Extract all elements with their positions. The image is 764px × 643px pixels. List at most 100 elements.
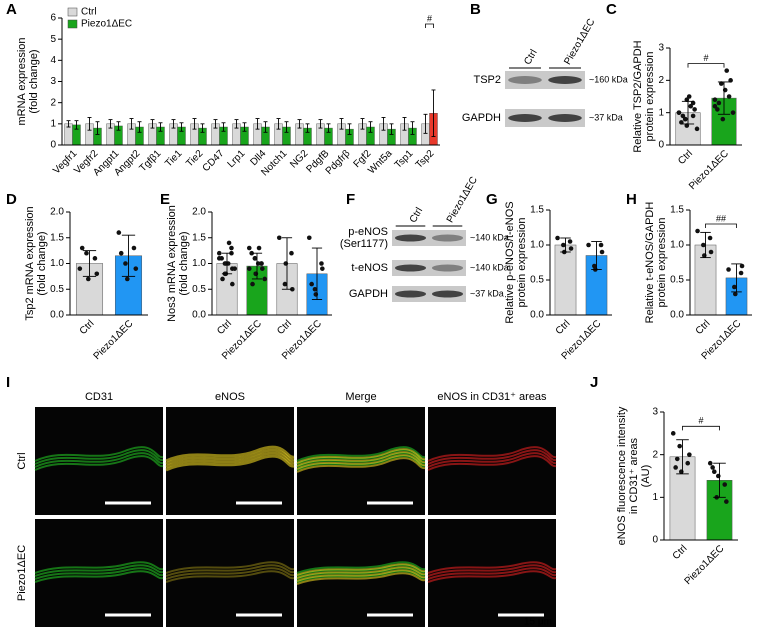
- y-axis-label: Tsp2 mRNA expression: [24, 206, 36, 320]
- signal: [165, 445, 295, 463]
- data-point: [216, 256, 222, 261]
- x-tick-label: Tsp2: [414, 148, 437, 171]
- data-point: [724, 68, 730, 73]
- panel-letter: I: [6, 374, 10, 391]
- data-point: [232, 266, 238, 271]
- data-point: [592, 263, 597, 269]
- y-axis-label: Nos3 mRNA expression: [166, 205, 178, 322]
- error-bar: [297, 119, 302, 129]
- blot-band: [548, 76, 582, 84]
- signal: [34, 455, 164, 471]
- bar: [554, 244, 577, 316]
- signal: [296, 561, 426, 574]
- y-axis-label: (fold change): [36, 231, 48, 295]
- signal: [427, 449, 557, 465]
- data-point: [567, 239, 573, 244]
- error-bar: [717, 81, 731, 115]
- data-point: [320, 266, 325, 271]
- data-point: [216, 250, 222, 256]
- data-point: [712, 103, 718, 109]
- y-axis-label: mRNA expression: [16, 37, 28, 125]
- data-point: [688, 103, 694, 109]
- x-tick-label: Lrp1: [226, 148, 248, 170]
- signal: [296, 446, 426, 462]
- y-tick-label: 1: [652, 492, 658, 503]
- data-point: [79, 245, 85, 251]
- error-bar: [560, 237, 571, 253]
- error-bar: [318, 119, 323, 129]
- error-bar: [66, 120, 71, 128]
- x-tick-label: Ctrl: [275, 318, 294, 337]
- error-bar: [347, 123, 352, 135]
- error-bar: [368, 121, 373, 133]
- x-tick-label: Tgfβ1: [137, 148, 163, 174]
- data-point: [726, 267, 731, 272]
- error-bar: [234, 119, 239, 129]
- significance-label: #: [698, 416, 703, 426]
- significance-label: #: [703, 53, 708, 63]
- error-bar: [87, 117, 92, 131]
- error-bar: [108, 119, 113, 129]
- blot-band: [394, 264, 427, 272]
- data-point: [707, 460, 713, 466]
- y-axis-label: in CD31⁺ areas: [628, 437, 640, 514]
- error-bar: [423, 113, 428, 134]
- y-tick-label: 1.5: [192, 232, 206, 243]
- data-point: [738, 270, 744, 276]
- y-tick-label: 2: [50, 97, 56, 108]
- row-label: Ctrl: [16, 452, 28, 469]
- y-tick-label: 2.0: [192, 207, 206, 218]
- y-axis-label: protein expression: [516, 218, 528, 308]
- blot-band: [431, 234, 464, 242]
- data-point: [732, 284, 737, 290]
- error-bar: [700, 231, 711, 259]
- data-point: [246, 245, 252, 251]
- y-tick-label: 2: [652, 449, 658, 460]
- row-label: p-eNOS: [348, 226, 388, 238]
- y-axis-label: Relative p-eNOS/t-eNOS: [504, 201, 516, 323]
- blot-membrane: [392, 286, 466, 302]
- y-tick-label: 0.5: [50, 284, 64, 295]
- data-point: [289, 250, 294, 256]
- signal: [34, 446, 164, 462]
- panel-letter: F: [346, 191, 355, 208]
- error-bar: [221, 252, 233, 275]
- signal: [165, 448, 295, 466]
- y-tick-label: 1: [50, 118, 56, 129]
- x-tick-label: Ctrl: [554, 318, 573, 337]
- blot-band: [431, 290, 464, 298]
- signal: [427, 570, 557, 583]
- x-tick-label: Ctrl: [676, 148, 695, 167]
- error-bar: [591, 241, 602, 270]
- y-tick-label: 1.0: [192, 258, 206, 269]
- data-point: [690, 100, 696, 106]
- legend-swatch: [67, 7, 78, 17]
- error-bar: [676, 439, 689, 475]
- row-label: (Ser1177): [340, 238, 388, 250]
- blot-membrane: [392, 230, 466, 246]
- error-bar: [251, 252, 263, 280]
- signal: [427, 452, 557, 468]
- signal: [34, 452, 164, 468]
- data-point: [692, 107, 697, 112]
- error-bar: [221, 122, 226, 132]
- data-point: [259, 261, 264, 266]
- y-tick-label: 5: [50, 34, 56, 45]
- panel-letter: E: [160, 191, 170, 208]
- signal: [296, 451, 426, 467]
- y-tick-label: 0.0: [50, 310, 64, 321]
- data-point: [252, 256, 258, 261]
- error-bar: [200, 123, 205, 133]
- x-tick-label: Piezo1ΔEC: [683, 543, 727, 587]
- data-point: [722, 482, 728, 487]
- data-point: [715, 107, 720, 112]
- y-tick-label: 3: [658, 43, 664, 54]
- data-point: [598, 242, 604, 248]
- scale-label: 15 μm: [524, 617, 552, 628]
- error-bar: [137, 121, 142, 133]
- y-tick-label: 4: [50, 55, 56, 66]
- data-point: [726, 94, 732, 99]
- data-point: [312, 286, 318, 292]
- error-bar: [339, 118, 344, 130]
- data-point: [670, 431, 676, 436]
